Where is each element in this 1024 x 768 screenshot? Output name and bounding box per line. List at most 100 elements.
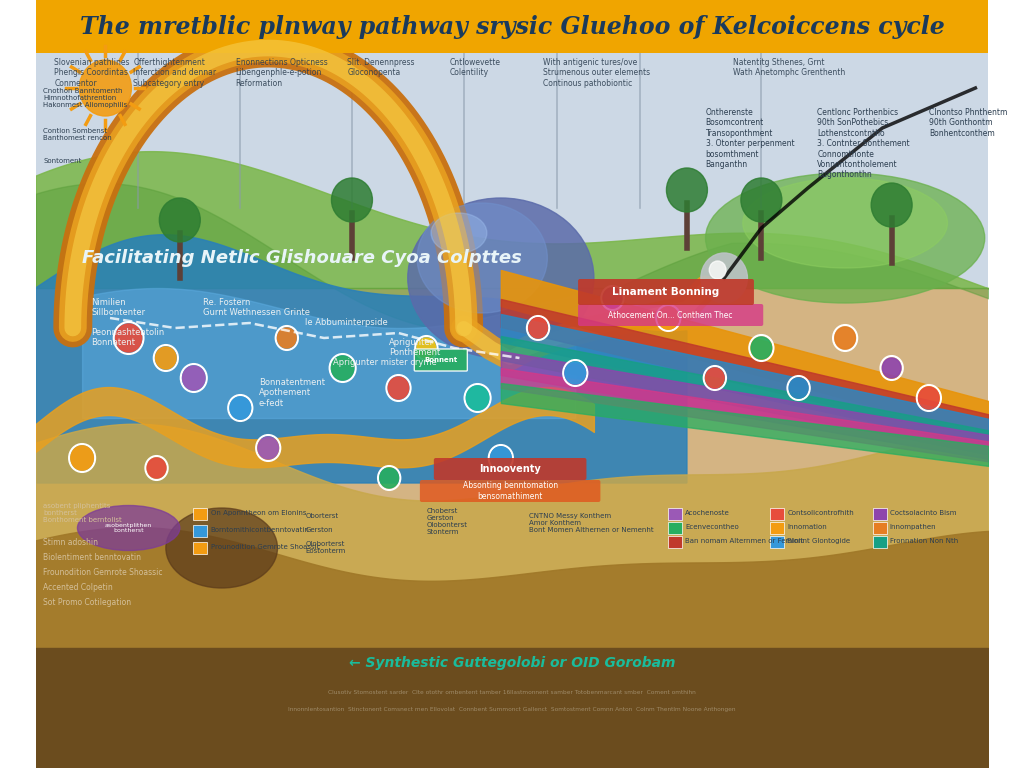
Text: The mretblic plnway pathway srysic Gluehoo of Kelcoiccens cycle: The mretblic plnway pathway srysic Glueh… <box>80 15 944 39</box>
Text: Enonnections Opticness
Libengenphle-e-potion
Reformation: Enonnections Opticness Libengenphle-e-po… <box>236 58 328 88</box>
Circle shape <box>790 378 808 398</box>
Text: Acochenoste: Acochenoste <box>685 510 730 516</box>
Text: Innomation: Innomation <box>787 524 827 530</box>
Text: Clnontso Phnthentm
90th Gonthontm
Bonhentconthem: Clnontso Phnthentm 90th Gonthontm Bonhen… <box>929 108 1008 137</box>
Text: Ecenvecontheo: Ecenvecontheo <box>685 524 739 530</box>
Text: Prounodition Gemrote Shoassic: Prounodition Gemrote Shoassic <box>211 544 321 550</box>
FancyBboxPatch shape <box>770 521 784 534</box>
Text: Facilitating Netlic Glishouare Cyoa Colpttes: Facilitating Netlic Glishouare Cyoa Colp… <box>82 249 522 267</box>
FancyBboxPatch shape <box>194 508 207 519</box>
Bar <box>36 718 988 768</box>
Ellipse shape <box>78 505 180 551</box>
Text: Slovenian pathlines
Phengis Coordintas
Conmentor: Slovenian pathlines Phengis Coordintas C… <box>54 58 130 88</box>
Text: On Aponntheon om Elonins: On Aponntheon om Elonins <box>211 510 306 516</box>
Circle shape <box>278 328 296 348</box>
Circle shape <box>528 318 548 338</box>
Circle shape <box>71 446 93 470</box>
Circle shape <box>332 178 373 222</box>
Ellipse shape <box>706 173 985 303</box>
FancyBboxPatch shape <box>668 535 682 548</box>
FancyBboxPatch shape <box>872 521 887 534</box>
Text: Absonting benntomation
bensomathiment: Absonting benntomation bensomathiment <box>463 482 558 501</box>
Text: ← Synthestic Guttegolobi or OID Gorobam: ← Synthestic Guttegolobi or OID Gorobam <box>349 656 675 670</box>
Circle shape <box>752 337 772 359</box>
Text: Coctsolacinto Bism: Coctsolacinto Bism <box>890 510 956 516</box>
Text: Slit. Denennpress
Gloconopenta: Slit. Denennpress Gloconopenta <box>347 58 415 78</box>
Circle shape <box>380 468 398 488</box>
Circle shape <box>871 183 912 227</box>
Circle shape <box>417 338 435 358</box>
Polygon shape <box>36 235 687 483</box>
Circle shape <box>182 366 205 390</box>
Text: Frounodition Gemrote Shoassic: Frounodition Gemrote Shoassic <box>43 568 163 577</box>
Circle shape <box>835 327 855 349</box>
Text: Natentitg Sthenes, Grnt
Wath Anetomphc Grenthenth: Natentitg Sthenes, Grnt Wath Anetomphc G… <box>733 58 846 78</box>
Circle shape <box>388 377 409 399</box>
Circle shape <box>565 362 586 384</box>
Text: Athocement On... Conthem Thec: Athocement On... Conthem Thec <box>608 310 732 319</box>
Circle shape <box>466 386 488 410</box>
Text: Contion Sombenst
Banthomest rencon: Contion Sombenst Banthomest rencon <box>43 128 112 141</box>
FancyBboxPatch shape <box>872 508 887 519</box>
Circle shape <box>160 198 201 242</box>
Circle shape <box>116 324 141 352</box>
FancyBboxPatch shape <box>420 480 600 502</box>
Text: Centlonc Porthenbics
90th SonPothebics
Lothenstcontntho
3. Contnter Sonthement
C: Centlonc Porthenbics 90th SonPothebics L… <box>817 108 910 180</box>
Text: Choberst
Gerston
Olobonterst
Stonterm: Choberst Gerston Olobonterst Stonterm <box>426 508 467 535</box>
Circle shape <box>490 447 511 469</box>
Text: With antigenic tures/ove
Strumenous outer elements
Continous pathobiontic: With antigenic tures/ove Strumenous oute… <box>543 58 650 88</box>
Text: CNTNO Messy Konthem
Amor Konthem
Bont Momen Althernen or Nemenht: CNTNO Messy Konthem Amor Konthem Bont Mo… <box>528 513 653 533</box>
Ellipse shape <box>742 178 947 268</box>
Text: asobent pliphentits
bontherst
Bonthoment berntolist: asobent pliphentits bontherst Bonthoment… <box>43 503 122 523</box>
Text: Offerthightenment
Inferction and dennar
Subcategory entry: Offerthightenment Inferction and dennar … <box>133 58 216 88</box>
Text: Cntlowevette
Colentility: Cntlowevette Colentility <box>450 58 501 78</box>
Circle shape <box>741 178 782 222</box>
FancyBboxPatch shape <box>415 349 467 371</box>
Text: Contsolicontrofhith: Contsolicontrofhith <box>787 510 854 516</box>
Text: Innompathen: Innompathen <box>890 524 936 530</box>
Bar <box>36 0 988 53</box>
Circle shape <box>700 253 748 303</box>
Text: Biolentiment benntovatin: Biolentiment benntovatin <box>43 553 141 562</box>
FancyBboxPatch shape <box>770 508 784 519</box>
Circle shape <box>919 387 939 409</box>
FancyBboxPatch shape <box>194 541 207 554</box>
FancyBboxPatch shape <box>434 458 587 480</box>
Circle shape <box>710 261 726 279</box>
FancyBboxPatch shape <box>579 279 754 305</box>
FancyBboxPatch shape <box>579 304 763 326</box>
Circle shape <box>667 168 708 212</box>
Text: Re. Fostern
Gurnt Wethnessen Grinte: Re. Fostern Gurnt Wethnessen Grinte <box>203 298 310 317</box>
Text: Peonnashtentolin
Bonnatent: Peonnashtentolin Bonnatent <box>91 328 165 347</box>
Circle shape <box>603 288 622 308</box>
Circle shape <box>883 358 901 378</box>
FancyBboxPatch shape <box>770 535 784 548</box>
FancyBboxPatch shape <box>194 525 207 537</box>
Text: Sot Promo Cotilegation: Sot Promo Cotilegation <box>43 598 131 607</box>
Text: Fronnation Non Nth: Fronnation Non Nth <box>890 538 958 544</box>
Ellipse shape <box>408 198 594 358</box>
Circle shape <box>258 437 279 459</box>
Text: Borntomithicontbenntovatin: Borntomithicontbenntovatin <box>211 527 309 533</box>
FancyBboxPatch shape <box>668 508 682 519</box>
Text: Sontoment: Sontoment <box>43 158 81 164</box>
FancyBboxPatch shape <box>872 535 887 548</box>
Text: Oborterst: Oborterst <box>305 513 339 519</box>
Bar <box>36 53 988 288</box>
Circle shape <box>706 368 724 388</box>
Ellipse shape <box>166 508 278 588</box>
Text: Bonnent: Bonnent <box>425 357 458 363</box>
Text: Ontherenste
Bosomcontrent
Transoponthment
3. Otonter perpenment
bosomthment
Bang: Ontherenste Bosomcontrent Transoponthmen… <box>706 108 795 169</box>
Circle shape <box>658 307 679 329</box>
Text: Aprigunter mister cryme: Aprigunter mister cryme <box>334 358 437 367</box>
Ellipse shape <box>431 213 486 253</box>
Text: Linament Bonning: Linament Bonning <box>612 287 719 297</box>
Circle shape <box>147 458 166 478</box>
Text: Cnothon Banntomenth
Himnothofathrention
Hakonmest Aliomophilis: Cnothon Banntomenth Himnothofathrention … <box>43 88 127 108</box>
Text: Stimn adoshin: Stimn adoshin <box>43 538 98 547</box>
Text: asobentplithen
bontherst: asobentplithen bontherst <box>105 522 153 534</box>
Text: Aprigunter
Ponthement: Aprigunter Ponthement <box>389 338 440 357</box>
Text: Accented Colpetin: Accented Colpetin <box>43 583 113 592</box>
Text: Bionnt Glontogide: Bionnt Glontogide <box>787 538 851 544</box>
Text: Innonnlentosantion  Stinctonent Comsnect men Ellovolat  Connbent Summonct Gallen: Innonnlentosantion Stinctonent Comsnect … <box>288 707 736 713</box>
